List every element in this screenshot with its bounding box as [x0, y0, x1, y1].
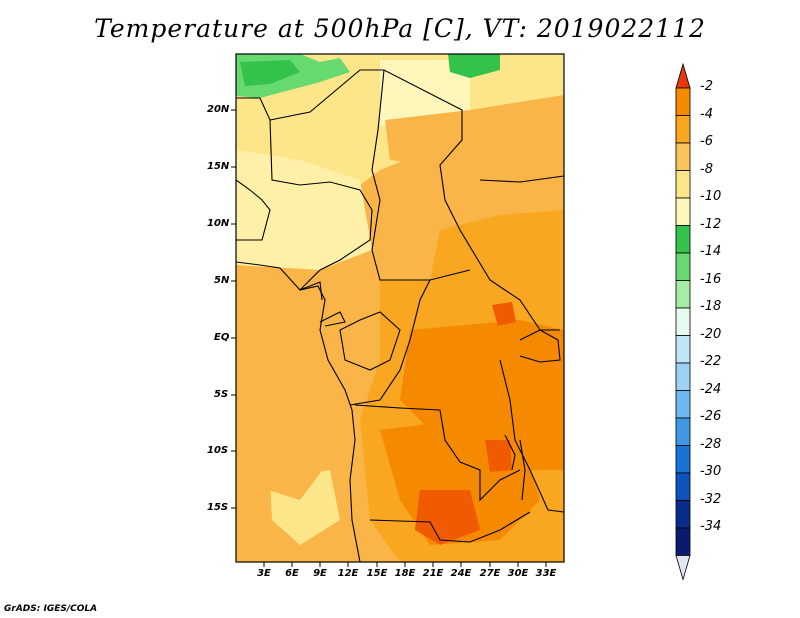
country-borders: [236, 69, 564, 562]
colorbar-swatch: [675, 115, 691, 144]
colorbar-level-label: -14: [700, 244, 722, 259]
lon-label-21e: 21E: [422, 568, 444, 579]
colorbar-swatch: [675, 280, 691, 309]
lat-label-eq: EQ: [214, 332, 230, 343]
colorbar-level-label: -34: [700, 519, 722, 534]
colorbar-level-label: -28: [700, 436, 722, 452]
lon-ticks: [263, 562, 547, 567]
colorbar-level-label: -24: [700, 381, 722, 397]
colorbar-level-label: -12: [700, 216, 722, 232]
colorbar-level-label: -8: [700, 161, 713, 177]
map-frame: [235, 53, 565, 563]
lat-label-15s: 15S: [207, 502, 229, 513]
lon-label-30e: 30E: [507, 568, 529, 579]
colorbar-swatch: [675, 170, 691, 199]
lon-label-15e: 15E: [366, 568, 388, 579]
colorbar-swatch: [675, 197, 691, 226]
lat-label-20n: 20N: [207, 104, 230, 115]
lat-label-15n: 15N: [207, 161, 230, 172]
lon-label-27e: 27E: [479, 568, 501, 579]
lon-label-3e: 3E: [257, 568, 271, 579]
lat-ticks: [231, 109, 236, 509]
colorbar-swatch: [675, 417, 691, 446]
colorbar-level-label: -32: [700, 491, 722, 507]
colorbar-level-label: -6: [700, 134, 713, 149]
colorbar-level-label: -4: [700, 106, 713, 122]
colorbar-swatch: [675, 445, 691, 474]
colorbar-level-label: -2: [700, 79, 713, 94]
colorbar-swatch: [675, 472, 691, 501]
colorbar-swatch: [675, 335, 691, 364]
colorbar-level-label: -18: [700, 299, 722, 314]
colorbar-swatch: [675, 500, 691, 529]
lat-label-10n: 10N: [207, 218, 230, 229]
colorbar: [675, 62, 691, 581]
colorbar-swatch: [675, 527, 691, 556]
colorbar-swatch: [675, 390, 691, 419]
lon-label-9e: 9E: [313, 568, 327, 579]
colorbar-level-label: -20: [700, 326, 722, 342]
colorbar-swatch: [675, 225, 691, 254]
map-title: Temperature at 500hPa [C], VT: 201902211…: [94, 14, 706, 43]
lat-label-5n: 5N: [214, 275, 230, 286]
colorbar-swatch: [675, 252, 691, 281]
colorbar-level-label: -26: [700, 409, 722, 424]
colorbar-level-label: -10: [700, 189, 722, 204]
colorbar-level-label: -16: [700, 271, 722, 287]
lon-label-24e: 24E: [450, 568, 472, 579]
lon-label-33e: 33E: [535, 568, 557, 579]
lon-label-18e: 18E: [394, 568, 416, 579]
colorbar-level-label: -30: [700, 464, 722, 479]
lat-label-5s: 5S: [214, 389, 229, 400]
colorbar-level-label: -22: [700, 354, 722, 369]
grads-credit: GrADS: IGES/COLA: [4, 604, 98, 614]
colorbar-swatch: [675, 142, 691, 171]
colorbar-swatch: [675, 362, 691, 391]
lon-label-6e: 6E: [285, 568, 299, 579]
temperature-field: [236, 54, 564, 562]
colorbar-swatch: [675, 307, 691, 336]
lon-label-12e: 12E: [337, 568, 359, 579]
colorbar-top-arrow: [675, 62, 691, 89]
colorbar-bottom-arrow: [675, 555, 691, 581]
colorbar-swatch: [675, 87, 691, 116]
lat-label-10s: 10S: [207, 445, 229, 456]
